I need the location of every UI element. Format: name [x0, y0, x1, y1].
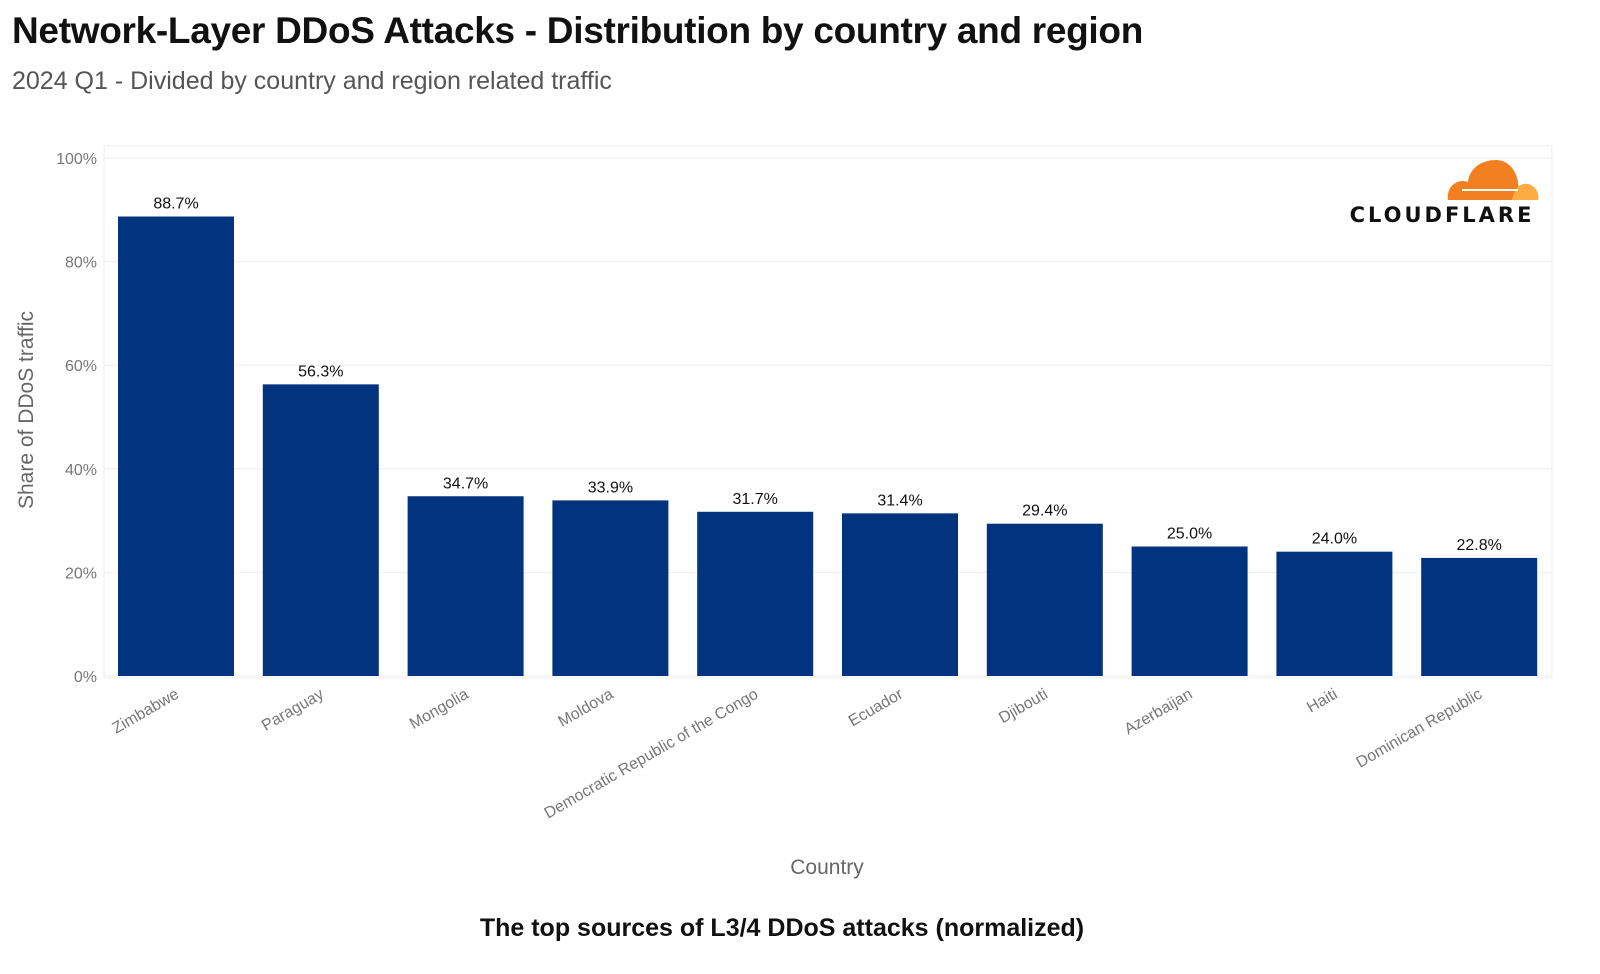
data-label: 25.0% — [1167, 526, 1212, 543]
cloud-icon — [1447, 160, 1539, 200]
logo-text: CLOUDFLARE — [1350, 203, 1535, 227]
data-label: 24.0% — [1312, 531, 1357, 548]
x-tick-label: Azerbaijan — [1122, 686, 1196, 739]
bar — [552, 500, 669, 676]
data-label: 56.3% — [298, 363, 343, 380]
data-label: 34.7% — [443, 475, 488, 492]
chart-title: The top sources of L3/4 DDoS attacks (no… — [480, 914, 1084, 942]
data-label: 22.8% — [1457, 537, 1502, 554]
x-axis-label: Country — [790, 856, 864, 879]
bar — [842, 513, 958, 676]
bar — [407, 496, 524, 676]
bar — [118, 216, 234, 676]
x-tick-label: Haiti — [1304, 686, 1340, 717]
cloudflare-logo: CLOUDFLARE — [1350, 160, 1539, 227]
bar — [1131, 546, 1248, 676]
bar — [1276, 551, 1393, 676]
data-label: 31.7% — [733, 491, 778, 508]
page-title: Network-Layer DDoS Attacks - Distributio… — [12, 10, 1143, 51]
y-tick-label: 60% — [65, 358, 97, 375]
y-tick-label: 80% — [65, 255, 97, 272]
y-tick-label: 20% — [65, 565, 97, 582]
x-tick-label: Djibouti — [996, 686, 1051, 727]
x-tick-label: Zimbabwe — [110, 686, 183, 738]
x-tick-label: Moldova — [556, 686, 617, 731]
x-tick-label: Mongolia — [407, 686, 472, 733]
bar — [1421, 557, 1538, 676]
y-tick-label: 40% — [65, 462, 97, 479]
data-label: 33.9% — [588, 479, 633, 496]
page-subtitle: 2024 Q1 - Divided by country and region … — [12, 67, 612, 95]
bar — [262, 384, 379, 676]
y-tick-label: 100% — [56, 151, 97, 168]
data-label: 29.4% — [1022, 503, 1067, 520]
x-tick-label: Dominican Republic — [1353, 686, 1485, 772]
x-tick-label: Paraguay — [259, 686, 327, 735]
y-axis-label: Share of DDoS traffic — [15, 311, 38, 509]
x-tick-label: Ecuador — [846, 685, 907, 730]
bar — [697, 511, 814, 676]
y-tick-label: 0% — [74, 669, 97, 686]
data-label: 31.4% — [877, 492, 922, 509]
bar — [986, 523, 1103, 676]
data-label: 88.7% — [153, 196, 198, 213]
